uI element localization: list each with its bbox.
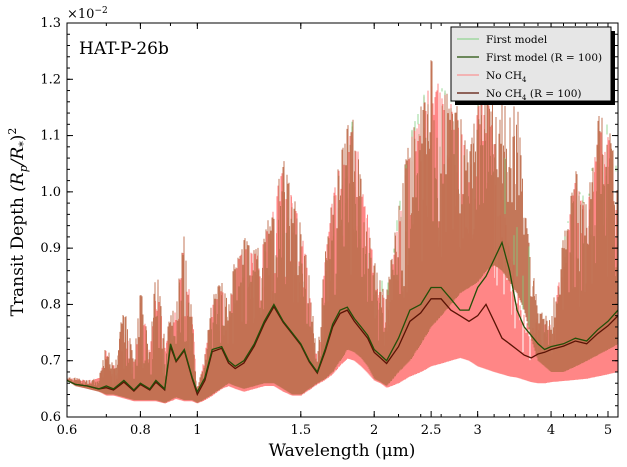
legend-label-main: First model (486, 34, 548, 46)
y-axis-label-slash: /R (8, 147, 28, 168)
y-tick-label: 0.8 (40, 297, 61, 312)
y-tick-label: 1.0 (40, 185, 61, 200)
legend-label-sub: 4 (522, 76, 527, 84)
chart-annotation: HAT-P-26b (79, 39, 169, 59)
legend-entry: First model (457, 34, 548, 46)
x-tick-label: 0.8 (130, 423, 151, 438)
y-axis-label-sub-p: p (17, 165, 30, 172)
legend-label-main: No CH (486, 88, 522, 100)
y-tick-label: 0.9 (40, 241, 61, 256)
y-axis-label-main: Transit Depth (8, 192, 28, 317)
x-tick-label: 4 (547, 423, 555, 438)
y-tick-label: 0.6 (40, 410, 61, 425)
y-axis-label-sub-star: * (17, 141, 30, 147)
y-multiplier-base: ×10 (67, 7, 94, 22)
legend-label-sub: 4 (522, 94, 527, 102)
series-first-model-lines (67, 60, 618, 403)
legend-entry: No CH4 (457, 70, 527, 84)
x-axis-label: Wavelength (μm) (269, 441, 416, 461)
legend-label-suffix: (R = 100) (527, 88, 582, 100)
y-tick-label: 1.1 (40, 129, 61, 144)
y-tick-label: 1.3 (40, 16, 61, 31)
legend-entry: No CH4 (R = 100) (457, 88, 581, 102)
legend-entry: First model (R = 100) (457, 52, 602, 64)
y-axis-label-close: ) (8, 135, 28, 142)
x-tick-label: 5 (604, 423, 612, 438)
y-axis-label: Transit Depth (Rp/R*)2 (6, 128, 30, 317)
series-first-model-r100 (67, 240, 618, 394)
x-tick-label: 2 (370, 423, 378, 438)
legend-label: First model (R = 100) (486, 52, 602, 64)
series-first-model (67, 60, 618, 403)
legend-label: First model (486, 34, 548, 46)
y-tick-label: 1.2 (40, 72, 61, 87)
y-axis-label-paren: (R (8, 172, 28, 192)
x-tick-label: 2.5 (421, 423, 442, 438)
plot-frame (66, 22, 619, 418)
legend-label: No CH4 (486, 70, 527, 84)
legend-label-main: First model (R = 100) (486, 52, 602, 64)
x-tick-label: 1.5 (290, 423, 311, 438)
x-tick-label: 0.6 (57, 423, 78, 438)
legend-label: No CH4 (R = 100) (486, 88, 581, 102)
x-tick-label: 1 (193, 423, 201, 438)
y-axis-label-sup: 2 (6, 128, 19, 135)
x-tick-label: 3 (474, 423, 482, 438)
y-multiplier: ×10−2 (67, 6, 108, 22)
y-multiplier-exp: −2 (94, 6, 107, 16)
series-no-ch4-r100 (67, 298, 618, 397)
legend-label-main: No CH (486, 70, 522, 82)
tick-layer: 0.6 0.8 1 1.5 2 2.5 3 4 5 0.6 0.7 0.8 0.9 1.0 1.1 1.2 1.… (40, 16, 619, 438)
y-tick-label: 0.7 (40, 354, 61, 369)
